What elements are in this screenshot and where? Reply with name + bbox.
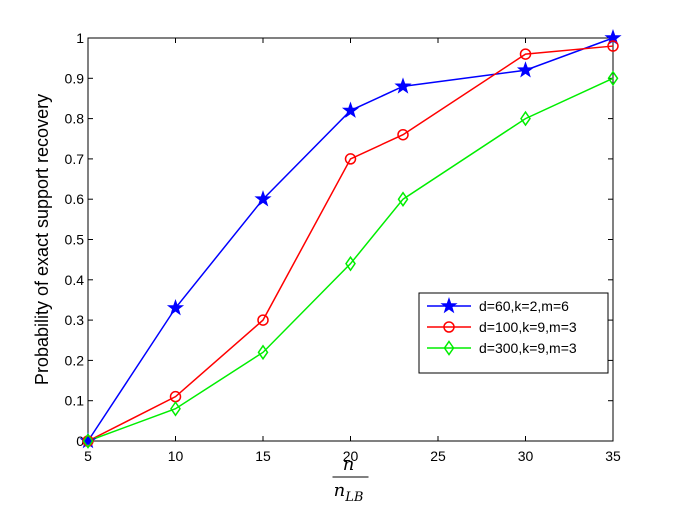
y-tick-label: 0.4: [65, 272, 85, 288]
x-tick-label: 35: [605, 448, 621, 464]
y-tick-label: 0.9: [65, 70, 85, 86]
series-1-point: [394, 77, 412, 94]
plot-area: [87, 37, 614, 442]
y-tick-label: 0.6: [65, 191, 85, 207]
series-3-point: [397, 191, 409, 208]
x-tick-label: 15: [255, 448, 271, 464]
legend-swatch-marker-2: [443, 321, 455, 333]
series-2-point: [344, 153, 357, 165]
series-line-2: [87, 45, 614, 442]
y-axis-label: Probability of exact support recovery: [32, 94, 52, 385]
x-axis-label-numerator: n: [343, 454, 355, 475]
legend-swatch-marker-1: [440, 296, 458, 314]
series-3-point: [345, 255, 356, 272]
x-axis-label: n nLB: [332, 454, 369, 505]
series-3-point: [257, 344, 269, 361]
series-2-point: [519, 48, 532, 60]
x-tick-label: 10: [168, 448, 184, 464]
x-tick-label: 30: [518, 448, 534, 464]
series-3-point: [607, 70, 619, 87]
y-tick-label: 1: [76, 30, 84, 46]
x-tick-label: 20: [343, 448, 359, 464]
series-1-point: [79, 431, 97, 449]
x-tick-label: 25: [430, 448, 446, 464]
series-markers: [79, 28, 622, 449]
series-1-point: [341, 101, 360, 118]
series-3-point: [170, 400, 181, 417]
y-tick-label: 0: [76, 433, 84, 449]
y-tick-label: 0.1: [65, 393, 85, 409]
x-axis-label-denominator-subscript: LB: [344, 490, 363, 505]
series-2-point: [397, 128, 409, 141]
y-tick-label: 0.7: [65, 151, 85, 167]
y-tick-label: 0.5: [65, 232, 85, 248]
series-1-point: [516, 61, 535, 78]
legend: d=60,k=2,m=6 d=100,k=9,m=3 d=300,k=9,m=3: [418, 292, 609, 374]
legend-entry-1: d=60,k=2,m=6: [479, 298, 569, 314]
series-1-point: [166, 298, 185, 316]
x-axis-label-denominator-base: n: [334, 480, 346, 501]
legend-entry-2: d=100,k=9,m=3: [479, 319, 577, 335]
y-tick-label: 0.3: [65, 312, 85, 328]
series-3-point: [520, 110, 531, 127]
x-tick-label: 5: [84, 448, 92, 464]
y-tick-label: 0.8: [65, 111, 85, 127]
legend-entry-3: d=300,k=9,m=3: [479, 340, 577, 356]
legend-swatch-marker-3: [443, 340, 455, 356]
y-tick-label: 0.2: [65, 352, 85, 368]
x-axis-label-denominator: nLB: [334, 480, 364, 505]
series-line-3: [87, 77, 614, 442]
series-2-point: [607, 40, 619, 52]
series-1-point: [254, 190, 272, 207]
series-3-point: [82, 433, 94, 449]
axis-ticks: 5 10 15 20 25 30 35 0 0.1 0.2 0.3 0.4 0.5 0.6 0.7 0.8 0.…: [65, 30, 621, 464]
series-2-point: [257, 314, 269, 326]
